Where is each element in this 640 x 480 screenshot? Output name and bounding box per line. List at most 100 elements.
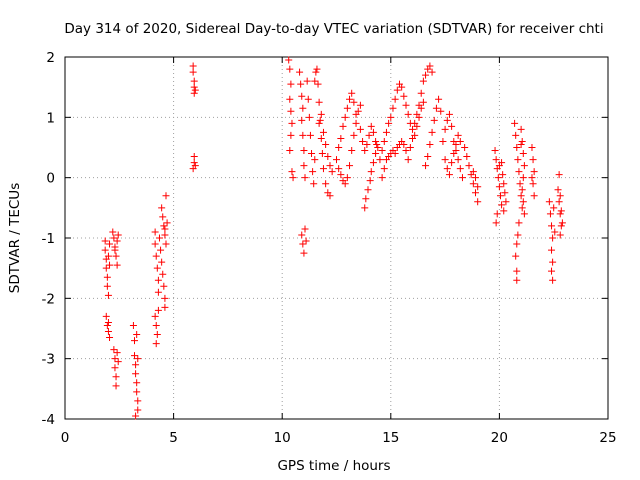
data-point: [337, 134, 345, 142]
data-point: [102, 264, 110, 272]
data-point: [316, 116, 324, 124]
data-point: [402, 101, 410, 109]
data-point: [309, 168, 317, 176]
data-point: [134, 397, 142, 405]
data-point: [517, 125, 525, 133]
data-point: [133, 388, 141, 396]
data-point: [426, 62, 434, 70]
data-point: [424, 153, 432, 161]
data-point: [463, 153, 471, 161]
data-point: [469, 180, 477, 188]
data-point: [301, 225, 309, 233]
data-point: [319, 165, 327, 173]
data-point: [443, 165, 451, 173]
data-point: [285, 56, 293, 64]
chart-title: Day 314 of 2020, Sidereal Day-to-day VTE…: [64, 21, 603, 37]
data-point: [314, 80, 322, 88]
data-point: [322, 140, 330, 148]
data-point: [367, 168, 375, 176]
data-point: [422, 71, 430, 79]
data-point: [102, 312, 110, 320]
data-point: [191, 86, 199, 94]
data-point: [315, 98, 323, 106]
data-point: [315, 119, 323, 127]
data-point: [306, 131, 314, 139]
data-point: [498, 201, 506, 209]
data-point: [491, 147, 499, 155]
data-point: [404, 110, 412, 118]
data-point: [518, 137, 526, 145]
data-point: [133, 331, 141, 339]
data-point: [458, 174, 466, 182]
data-point: [555, 198, 563, 206]
data-point: [311, 77, 319, 85]
data-point: [112, 252, 120, 260]
data-point: [286, 147, 294, 155]
data-point: [549, 234, 557, 242]
data-point: [380, 165, 388, 173]
data-point: [131, 337, 139, 345]
data-point: [513, 267, 521, 275]
data-point: [335, 165, 343, 173]
data-point: [548, 222, 556, 230]
data-point: [319, 128, 327, 136]
data-point: [313, 65, 321, 73]
data-point: [448, 159, 456, 167]
data-point: [288, 168, 296, 176]
data-point: [413, 110, 421, 118]
data-point: [112, 373, 120, 381]
data-point: [103, 321, 111, 329]
data-point: [512, 252, 520, 260]
data-point: [529, 156, 537, 164]
data-point: [356, 101, 364, 109]
data-point: [110, 346, 118, 354]
data-point: [350, 98, 358, 106]
data-point: [104, 328, 112, 336]
data-point: [154, 276, 162, 284]
data-point: [519, 198, 527, 206]
data-point: [341, 180, 349, 188]
data-point: [318, 150, 326, 158]
data-point: [456, 165, 464, 173]
data-point: [548, 246, 556, 254]
data-point: [492, 156, 500, 164]
data-point: [190, 89, 198, 97]
axis-ticks: 0 5 10 15 20 25 -4 -3 -2 -1 0 1 2: [42, 50, 617, 446]
data-point: [159, 213, 167, 221]
y-tick-label: 1: [46, 110, 55, 126]
data-point: [378, 174, 386, 182]
data-point: [305, 113, 313, 121]
data-point: [326, 192, 334, 200]
data-point: [317, 134, 325, 142]
data-point: [382, 128, 390, 136]
data-point: [106, 334, 114, 342]
data-point: [359, 137, 367, 145]
data-point: [346, 95, 354, 103]
data-point: [517, 192, 525, 200]
data-point: [557, 222, 565, 230]
data-point: [492, 219, 500, 227]
data-point: [129, 321, 137, 329]
data-point: [158, 204, 166, 212]
data-point: [103, 273, 111, 281]
data-point: [160, 282, 168, 290]
data-point: [161, 231, 169, 239]
data-point: [104, 252, 112, 260]
data-point: [499, 171, 507, 179]
data-point: [114, 231, 122, 239]
x-tick-label: 10: [274, 430, 291, 446]
data-point: [472, 189, 480, 197]
data-point: [298, 231, 306, 239]
data-point: [289, 174, 297, 182]
data-point: [528, 144, 536, 151]
data-point: [324, 153, 332, 161]
data-point: [409, 125, 417, 133]
data-point: [469, 168, 477, 176]
data-point: [110, 234, 118, 242]
y-axis-label: SDTVAR / TECUs: [7, 183, 23, 293]
data-point: [514, 156, 522, 164]
data-point: [430, 116, 438, 124]
data-point: [322, 180, 330, 188]
data-point: [154, 306, 162, 314]
data-point: [132, 361, 140, 369]
